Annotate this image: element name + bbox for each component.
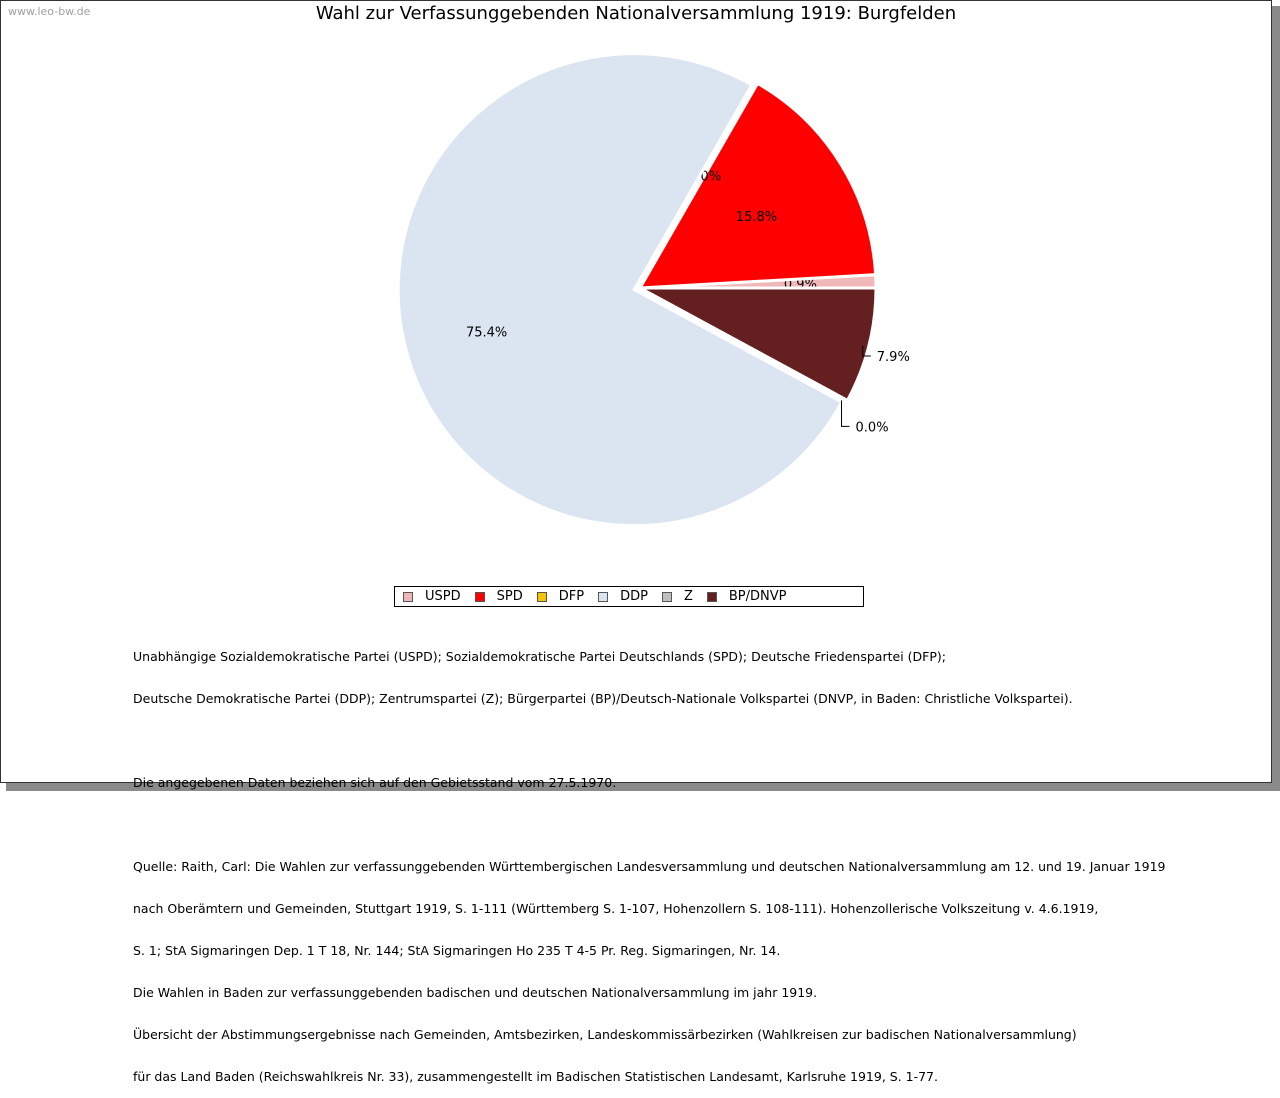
pie-chart: 0.9%15.8%0.0%75.4%0.0%7.9% bbox=[396, 52, 910, 528]
note-line: Deutsche Demokratische Partei (DDP); Zen… bbox=[133, 691, 1073, 706]
watermark: www.leo-bw.de bbox=[8, 5, 91, 18]
slice-label-spd: 15.8% bbox=[736, 210, 777, 225]
pie-slice-spd bbox=[637, 81, 878, 290]
legend-swatch bbox=[598, 591, 609, 602]
note-line: Die angegebenen Daten beziehen sich auf … bbox=[133, 775, 617, 790]
slice-label-z: 0.0% bbox=[856, 420, 889, 435]
legend-swatch bbox=[474, 591, 485, 602]
legend-label: SPD bbox=[496, 589, 523, 604]
slice-label-bp-dnvp: 7.9% bbox=[877, 350, 910, 365]
source-notes: Unabhängige Sozialdemokratische Partei (… bbox=[133, 622, 1165, 1098]
legend-item: DDP bbox=[598, 589, 648, 604]
pie-slice-ddp bbox=[396, 52, 844, 528]
callout-line bbox=[862, 345, 871, 357]
legend-item: Z bbox=[661, 589, 693, 604]
frame-shadow-bottom bbox=[6, 783, 1280, 791]
legend-swatch bbox=[706, 591, 717, 602]
pie-slice-bp-dnvp bbox=[639, 286, 878, 403]
legend-swatch bbox=[661, 591, 672, 602]
note-line: nach Oberämtern und Gemeinden, Stuttgart… bbox=[133, 901, 1099, 916]
note-line: S. 1; StA Sigmaringen Dep. 1 T 18, Nr. 1… bbox=[133, 943, 781, 958]
legend-item: DFP bbox=[536, 589, 585, 604]
legend: USPD SPD DFP DDP Z BP/DNVP bbox=[394, 586, 864, 607]
legend-label: DDP bbox=[620, 589, 648, 604]
note-line: Unabhängige Sozialdemokratische Partei (… bbox=[133, 649, 946, 664]
legend-item: USPD bbox=[403, 589, 461, 604]
legend-item: SPD bbox=[474, 589, 523, 604]
legend-label: BP/DNVP bbox=[728, 589, 787, 604]
legend-swatch bbox=[536, 591, 547, 602]
legend-label: Z bbox=[683, 589, 693, 604]
callout-line bbox=[841, 400, 850, 427]
legend-swatch bbox=[403, 591, 413, 602]
note-line: Übersicht der Abstimmungsergebnisse nach… bbox=[133, 1027, 1077, 1042]
legend-label: USPD bbox=[425, 589, 461, 604]
frame-shadow-right bbox=[1272, 6, 1280, 791]
note-line: für das Land Baden (Reichswahlkreis Nr. … bbox=[133, 1069, 938, 1084]
chart-title: Wahl zur Verfassunggebenden Nationalvers… bbox=[315, 3, 957, 24]
legend-item: BP/DNVP bbox=[706, 589, 787, 604]
note-line: Quelle: Raith, Carl: Die Wahlen zur verf… bbox=[133, 859, 1166, 874]
legend-label: DFP bbox=[558, 589, 585, 604]
slice-label-ddp: 75.4% bbox=[466, 326, 507, 341]
note-line: Die Wahlen in Baden zur verfassunggebend… bbox=[133, 985, 818, 1000]
